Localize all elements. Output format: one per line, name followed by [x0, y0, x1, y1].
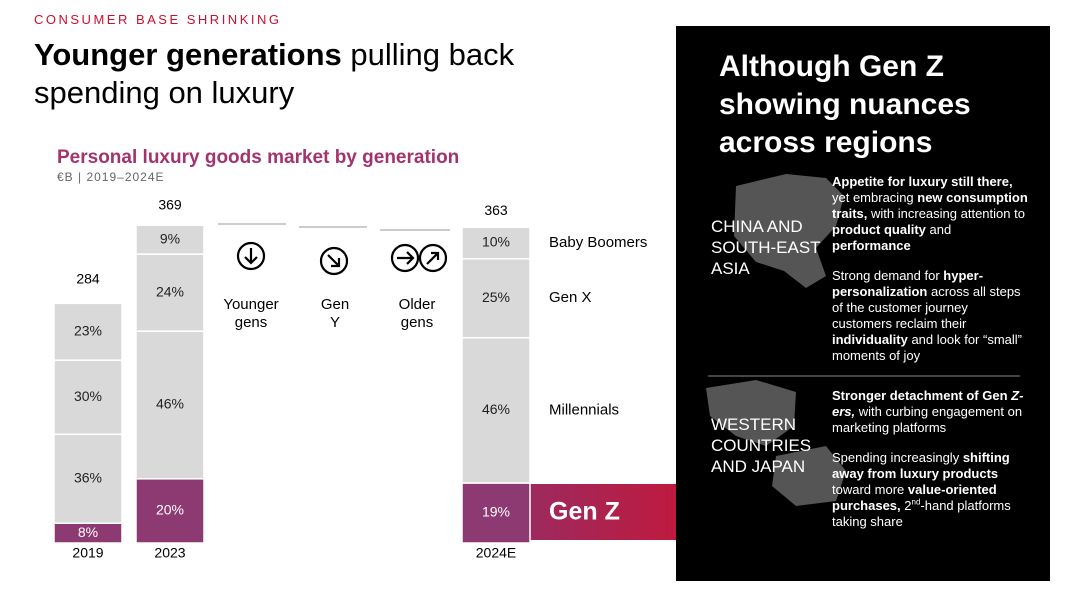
region-text: Appetite for luxury still there, yet emb… [832, 174, 1028, 378]
legend-entry: Millennials [549, 401, 619, 418]
legend-entry: Baby Boomers [549, 234, 647, 251]
text-run: new consumption traits, [832, 190, 1028, 221]
text-run: Spending increasingly [832, 450, 963, 465]
value-label: 23% [74, 322, 102, 338]
paragraph: Stronger detachment of Gen Z-ers, with c… [832, 388, 1028, 436]
bar-segment [461, 336, 531, 484]
text-run: performance [832, 238, 911, 253]
text-run: value-oriented purchases, [832, 482, 997, 513]
bar-segment [135, 478, 205, 544]
value-label: 36% [74, 469, 102, 485]
paragraph: Spending increasingly shifting away from… [832, 450, 1028, 530]
trend-icons [236, 241, 448, 276]
region-text: Stronger detachment of Gen Z-ers, with c… [832, 388, 1028, 544]
legend-entry: Gen Z [549, 498, 620, 526]
bar-segment [461, 482, 531, 544]
headline-rest: pulling back spending on luxury [34, 37, 515, 110]
value-label: 9% [160, 230, 180, 246]
legend-entry: Gen X [549, 289, 592, 306]
text-run: with increasing attention to [867, 206, 1025, 221]
asia-map [734, 174, 844, 288]
text-run: shifting away from luxury products [832, 450, 1010, 481]
text-run: Appetite for luxury still there, [832, 174, 1013, 189]
text-run: Strong demand for [832, 268, 944, 283]
map-shapes [706, 174, 1020, 506]
value-label: 20% [156, 502, 184, 518]
value-label: 30% [74, 388, 102, 404]
bar-segment [53, 302, 123, 361]
headline: Younger generations pulling back spendin… [34, 36, 594, 112]
text-run: Stronger detachment of Gen [832, 388, 1012, 403]
value-label: 19% [482, 504, 510, 520]
value-label: 10% [482, 234, 510, 250]
panel-title: Although Gen Z showing nuances across re… [719, 50, 971, 159]
text-run: across all steps of the customer journey… [832, 284, 1021, 331]
total-label: 284 [76, 271, 100, 287]
value-label: 8% [78, 524, 98, 540]
text-run: and look for “small” moments of joy [832, 332, 1022, 363]
europe-map [772, 446, 846, 506]
divider-lines [218, 223, 450, 231]
total-label: 369 [158, 197, 182, 213]
text-run: -hand platforms taking share [832, 498, 1011, 529]
text-run: hyper-personalization [832, 268, 984, 299]
chart-title: Personal luxury goods market by generati… [57, 147, 460, 168]
region-name: CHINA AND SOUTH-EAST ASIA [711, 217, 821, 278]
text-run: Z-ers, [832, 388, 1024, 419]
text-run: toward more [832, 482, 908, 497]
total-label: 363 [484, 202, 508, 218]
text-run: 2 [900, 498, 912, 513]
paragraph: Strong demand for hyper-personalization … [832, 268, 1028, 364]
bar-segment [461, 226, 531, 260]
annotation: Older gens [399, 296, 436, 331]
text-run: nd [911, 497, 921, 507]
region-name: WESTERN COUNTRIES AND JAPAN [711, 415, 812, 476]
bar-segment [135, 224, 205, 255]
annotation: Gen Y [321, 296, 349, 331]
text-run: yet embracing [832, 190, 918, 205]
value-label: 46% [156, 396, 184, 412]
value-label: 46% [482, 401, 510, 417]
bar-segment [461, 258, 531, 339]
insight-panel: Although Gen Z showing nuances across re… [676, 26, 1050, 581]
kicker: CONSUMER BASE SHRINKING [34, 12, 282, 27]
text-run: individuality [832, 332, 908, 347]
x-tick-label: 2023 [154, 545, 185, 561]
value-label: 24% [156, 283, 184, 299]
value-label: 25% [482, 289, 510, 305]
text-run: and [925, 222, 952, 237]
x-tick-label: 2019 [72, 545, 103, 561]
text-run: with curbing engagement on marketing pla… [832, 404, 1023, 435]
paragraph: Appetite for luxury still there, yet emb… [832, 174, 1028, 254]
americas-map [706, 380, 796, 446]
text-run: product quality [832, 222, 926, 237]
chart-subtitle: €B | 2019–2024E [57, 170, 165, 184]
bar-segment [135, 253, 205, 332]
annotation: Younger gens [223, 296, 278, 331]
headline-bold: Younger generations [34, 37, 342, 72]
bar-segment [53, 433, 123, 524]
x-tick-label: 2024E [476, 545, 516, 561]
chart: 8% 36% 30% 23% 284 2019 20% 46% 24% 9% 369 2023 19% 4… [53, 197, 750, 561]
bar-segment [53, 359, 123, 436]
